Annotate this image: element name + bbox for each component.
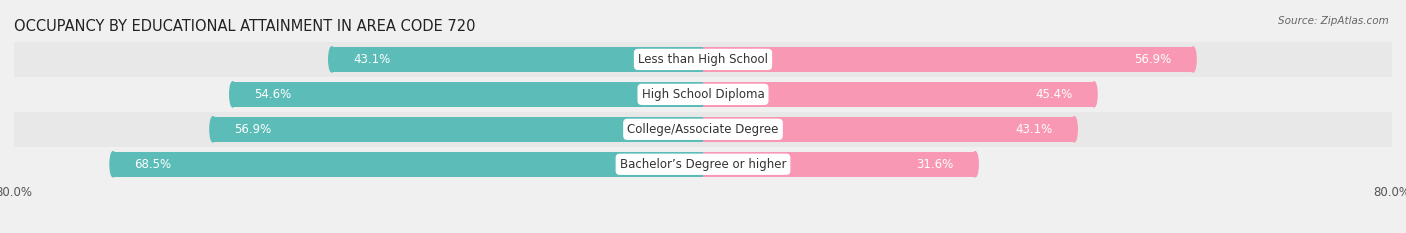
Text: 43.1%: 43.1% [1015, 123, 1053, 136]
Bar [332, 47, 703, 72]
Bar [14, 42, 1392, 77]
Text: High School Diploma: High School Diploma [641, 88, 765, 101]
Bar [703, 47, 1194, 72]
Circle shape [110, 152, 117, 177]
Text: 68.5%: 68.5% [135, 158, 172, 171]
Circle shape [329, 47, 335, 72]
Bar [112, 152, 703, 177]
Circle shape [1189, 47, 1197, 72]
Bar [14, 112, 1392, 147]
Text: 56.9%: 56.9% [1135, 53, 1171, 66]
Text: 31.6%: 31.6% [917, 158, 953, 171]
Circle shape [1071, 117, 1077, 142]
Bar [14, 147, 1392, 182]
Circle shape [209, 117, 217, 142]
Text: 54.6%: 54.6% [254, 88, 291, 101]
Text: OCCUPANCY BY EDUCATIONAL ATTAINMENT IN AREA CODE 720: OCCUPANCY BY EDUCATIONAL ATTAINMENT IN A… [14, 19, 475, 34]
Bar [703, 152, 976, 177]
Circle shape [229, 82, 236, 107]
Text: Source: ZipAtlas.com: Source: ZipAtlas.com [1278, 16, 1389, 26]
Bar [233, 82, 703, 107]
Text: Bachelor’s Degree or higher: Bachelor’s Degree or higher [620, 158, 786, 171]
Circle shape [1091, 82, 1097, 107]
Circle shape [972, 152, 979, 177]
Text: 56.9%: 56.9% [235, 123, 271, 136]
Text: College/Associate Degree: College/Associate Degree [627, 123, 779, 136]
Text: 45.4%: 45.4% [1035, 88, 1073, 101]
Bar [212, 117, 703, 142]
Bar [14, 77, 1392, 112]
Text: 43.1%: 43.1% [353, 53, 391, 66]
Text: Less than High School: Less than High School [638, 53, 768, 66]
Bar [703, 117, 1074, 142]
Bar [703, 82, 1094, 107]
